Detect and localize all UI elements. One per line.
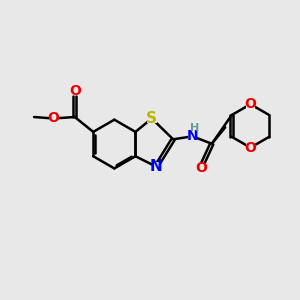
Bar <box>246 143 255 152</box>
Bar <box>197 164 206 172</box>
Text: H: H <box>190 123 200 133</box>
Text: O: O <box>196 161 207 176</box>
Text: N: N <box>150 159 163 174</box>
Bar <box>152 163 160 171</box>
Text: S: S <box>146 111 157 126</box>
Bar <box>147 114 157 123</box>
Bar <box>49 114 58 123</box>
Bar <box>188 132 197 140</box>
Text: O: O <box>47 112 59 125</box>
Text: N: N <box>187 129 198 143</box>
Text: O: O <box>69 84 81 98</box>
Text: O: O <box>244 141 256 154</box>
Text: O: O <box>244 97 256 111</box>
Bar <box>246 100 255 109</box>
Bar <box>70 87 79 95</box>
